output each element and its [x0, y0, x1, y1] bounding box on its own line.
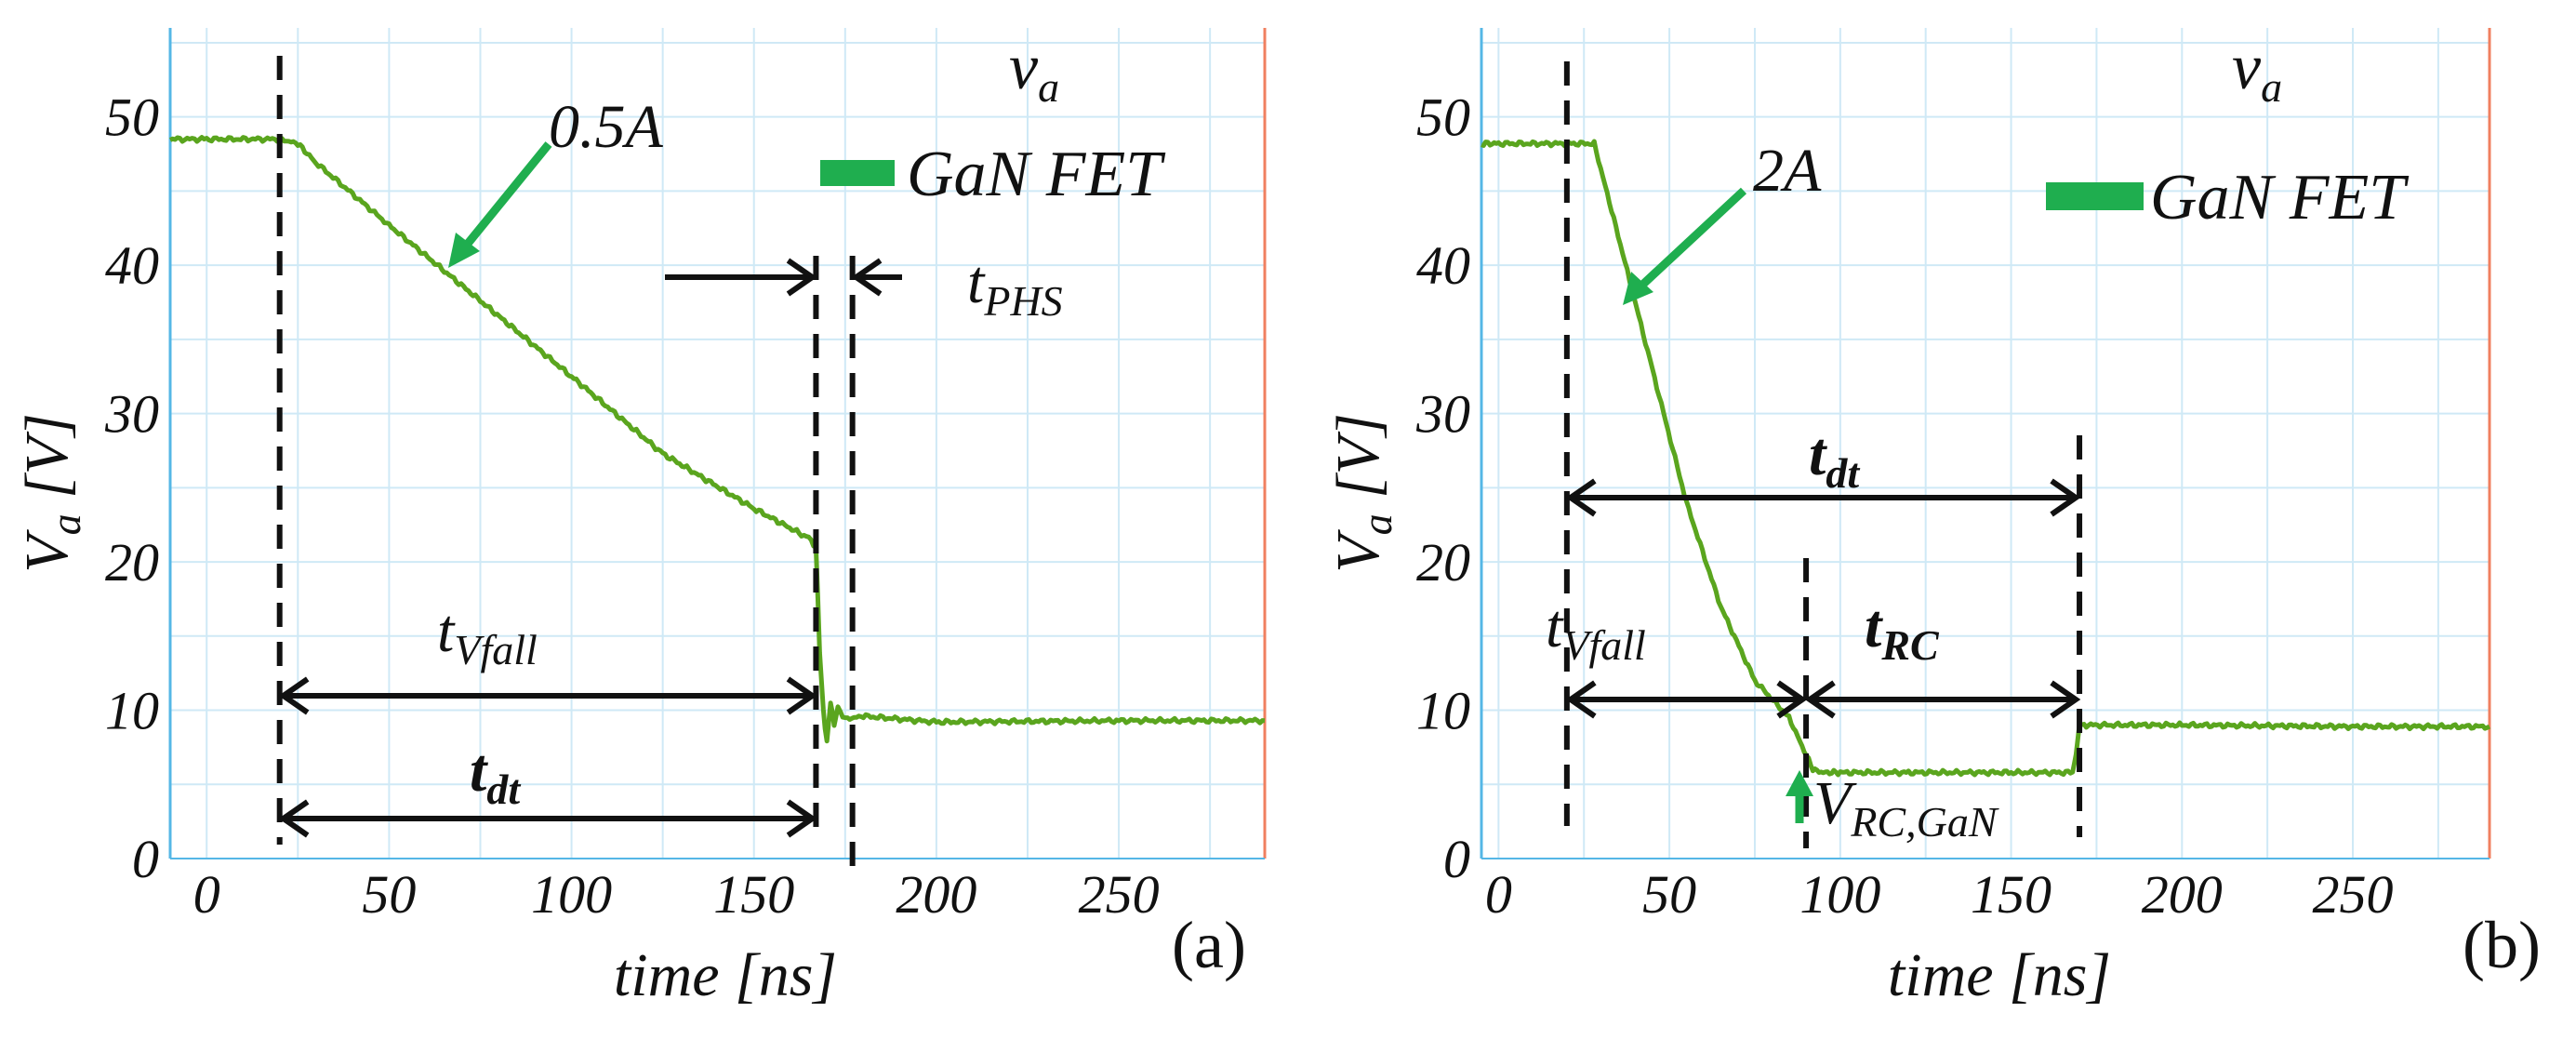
plot-area-b	[1481, 28, 2490, 859]
current-label-b: 2A	[1753, 137, 1822, 205]
legend-entry-b: GaN FET	[2150, 162, 2410, 233]
arrow-head-right	[786, 799, 817, 838]
y-tick-label: 30	[1415, 384, 1470, 445]
y-tick-label: 30	[104, 384, 159, 445]
arrow-head	[786, 258, 817, 297]
chart-panel-a: 0 50 100 150 200 250 0 10 20 30 40 50 tVfall tdt tP…	[13, 28, 1267, 1009]
y-tick-label: 10	[105, 681, 159, 741]
gridlines-b	[1481, 28, 2490, 859]
arrow-head-left	[1565, 478, 1597, 517]
y-tick-label: 50	[105, 87, 159, 148]
gan-fet-trace-a	[169, 135, 1266, 744]
t-vfall-arrow-a	[278, 676, 817, 715]
arrow-head-right	[2050, 680, 2081, 719]
arrow-head-right	[1776, 680, 1808, 719]
x-tick-label: 250	[1079, 864, 1160, 925]
x-tick-label: 0	[1485, 864, 1512, 925]
arrow-head-left	[278, 799, 310, 838]
y-tick-label: 50	[1416, 87, 1470, 148]
current-arrow-head-b	[1623, 272, 1653, 305]
arrow-head-right	[786, 676, 817, 715]
t-dt-label-a: tdt	[470, 737, 521, 813]
y-tick-label: 10	[1416, 681, 1470, 741]
v-rc-arrow-head-b	[1786, 770, 1813, 796]
arrow-head	[851, 258, 883, 297]
tick-labels-a: 0 50 100 150 200 250 0 10 20 30 40 50	[104, 87, 1160, 925]
t-vfall-label-b: tVfall	[1546, 593, 1646, 669]
arrow-head-right	[2050, 478, 2081, 517]
x-tick-label: 150	[1971, 864, 2052, 925]
x-tick-label: 50	[1642, 864, 1696, 925]
legend-swatch-a	[820, 160, 895, 186]
arrow-head-left	[1565, 680, 1597, 719]
x-axis-label-b: time [ns]	[1888, 941, 2111, 1009]
y-tick-label: 40	[1416, 235, 1470, 296]
x-tick-label: 0	[193, 864, 220, 925]
legend-entry-a: GaN FET	[907, 139, 1166, 210]
y-tick-label: 0	[1443, 829, 1470, 889]
panel-label-b: (b)	[2463, 908, 2541, 982]
t-dt-arrow-a	[278, 799, 817, 838]
y-axis-label-a: Va [V]	[13, 413, 89, 573]
x-tick-label: 100	[1799, 864, 1880, 925]
v-rc-gan-label-b: VRC,GaN	[1813, 769, 1999, 846]
legend-swatch-b	[2046, 182, 2144, 210]
y-tick-label: 0	[132, 829, 159, 889]
arrow-head-left	[278, 676, 310, 715]
t-rc-arrow-b	[1804, 680, 2081, 719]
chart-panel-b: 0 50 100 150 200 250 0 10 20 30 40 50 tdt tVfall tR…	[1324, 28, 2541, 1009]
current-label-a: 0.5A	[549, 93, 664, 161]
x-tick-label: 200	[896, 864, 976, 925]
y-tick-label: 20	[1416, 532, 1470, 593]
current-arrow-b	[1635, 187, 1747, 292]
x-tick-label: 150	[713, 864, 794, 925]
current-arrow-head-a	[448, 233, 480, 268]
t-dt-arrow-b	[1565, 478, 2081, 517]
y-tick-label: 20	[105, 532, 159, 593]
gan-fet-trace-b	[1481, 139, 2491, 778]
legend-title-b: va	[2232, 32, 2282, 111]
x-tick-label: 50	[362, 864, 416, 925]
t-dt-label-b: tdt	[1809, 420, 1860, 497]
panel-label-a: (a)	[1172, 908, 1246, 982]
tick-labels-b: 0 50 100 150 200 250 0 10 20 30 40 50	[1415, 87, 2394, 925]
y-axis-label-b: Va [V]	[1324, 413, 1401, 573]
t-phs-arrows-a	[665, 258, 902, 297]
t-phs-label-a: tPHS	[967, 248, 1063, 325]
t-vfall-arrow-b	[1565, 680, 1808, 719]
x-tick-label: 250	[2313, 864, 2394, 925]
x-tick-label: 200	[2142, 864, 2223, 925]
legend-title-a: va	[1009, 32, 1059, 111]
y-tick-label: 40	[105, 235, 159, 296]
t-rc-label-b: tRC	[1865, 593, 1940, 669]
x-axis-label-a: time [ns]	[614, 941, 837, 1009]
current-arrow-a	[459, 141, 552, 252]
t-vfall-label-a: tVfall	[437, 597, 538, 673]
arrow-head-left	[1804, 680, 1836, 719]
x-tick-label: 100	[531, 864, 612, 925]
